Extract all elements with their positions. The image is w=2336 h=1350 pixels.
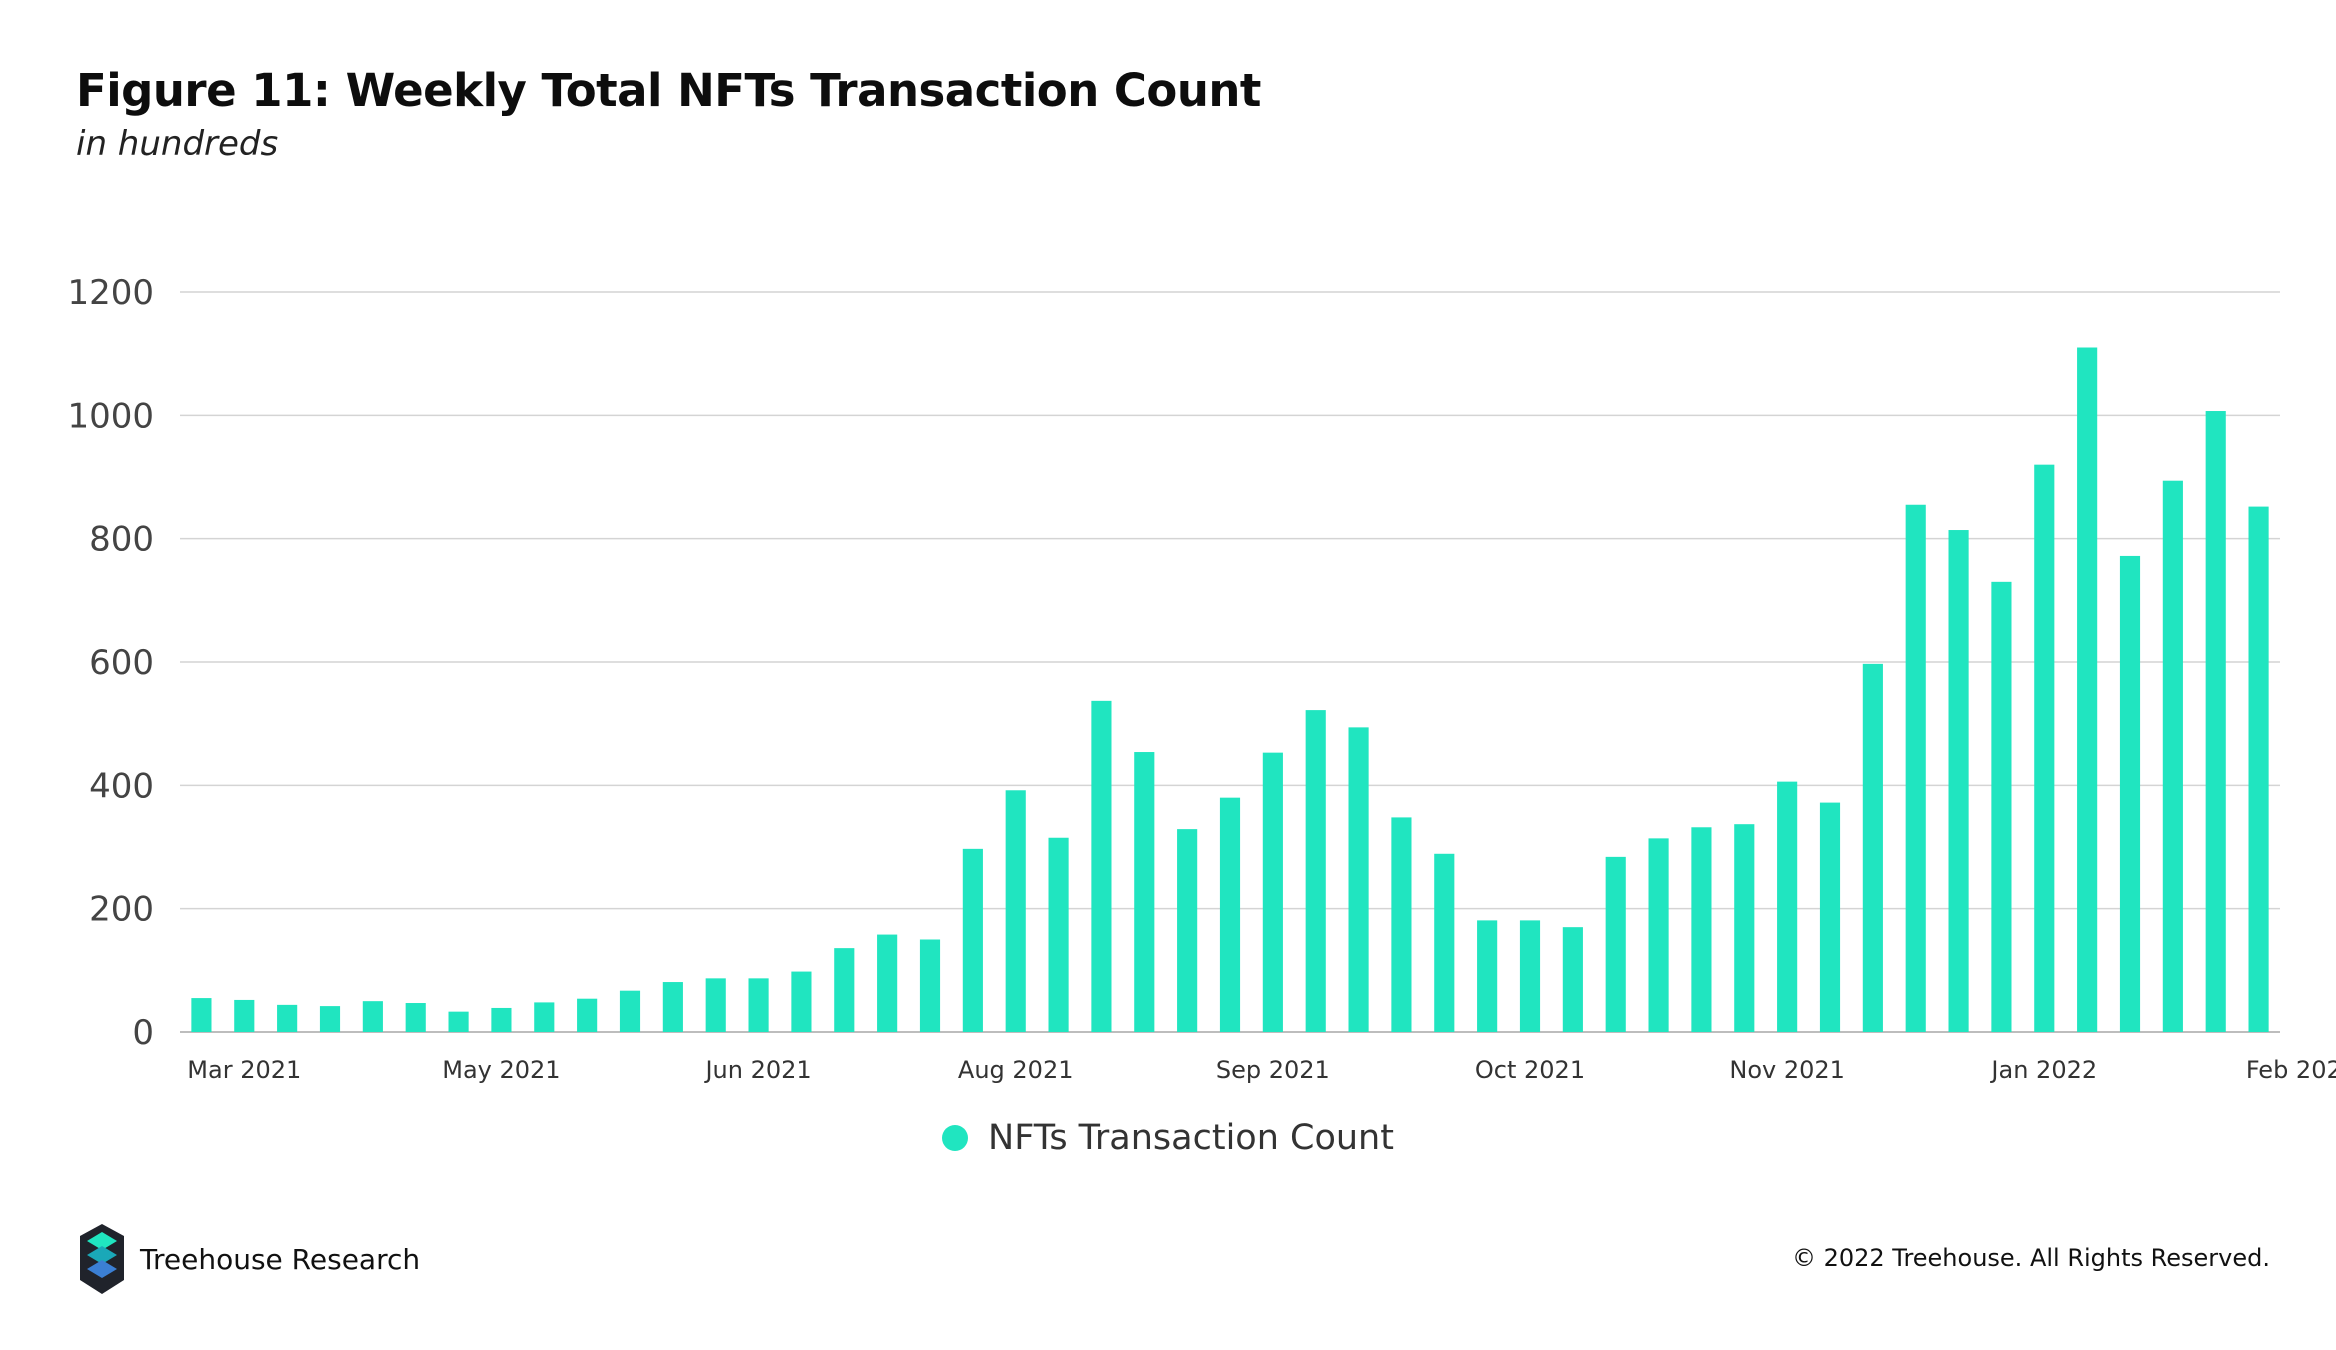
y-tick-label: 0: [132, 1013, 154, 1053]
bar: [1862, 663, 1883, 1032]
bar: [1177, 829, 1198, 1032]
bar: [1434, 853, 1455, 1032]
bar: [962, 848, 983, 1032]
x-tick-label: May 2021: [442, 1056, 560, 1084]
chart-title: Figure 11: Weekly Total NFTs Transaction…: [76, 64, 1261, 117]
bar: [1991, 581, 2012, 1032]
bar: [1519, 920, 1541, 1032]
bar: [1691, 827, 1712, 1032]
bar: [2034, 464, 2055, 1033]
bar: [1905, 504, 1926, 1032]
bar: [2077, 347, 2098, 1032]
bar-chart: 0 200 400 600 800 1000 1200 Mar 2021 May 2021 Ju…: [67, 273, 2336, 1084]
x-tick-label: Feb 2022: [2246, 1056, 2336, 1084]
x-tick-label: Mar 2021: [187, 1056, 301, 1084]
bar: [748, 978, 769, 1032]
bar: [1734, 824, 1755, 1032]
bar: [1091, 700, 1112, 1032]
bar: [2119, 555, 2141, 1032]
bar: [791, 971, 812, 1032]
brand-name: Treehouse Research: [140, 1242, 421, 1276]
bar: [2205, 411, 2226, 1032]
bar: [1005, 790, 1026, 1032]
bar: [1305, 710, 1326, 1032]
x-tick-label: Oct 2021: [1475, 1056, 1585, 1084]
bar: [662, 982, 683, 1032]
bar: [577, 998, 598, 1032]
chart-subtitle: in hundreds: [76, 124, 279, 164]
x-tick-label: Aug 2021: [958, 1056, 1074, 1084]
y-tick-label: 200: [89, 890, 154, 930]
bar: [1262, 752, 1283, 1032]
bar: [319, 1006, 341, 1032]
bar: [362, 1001, 383, 1032]
bar: [1048, 837, 1069, 1032]
legend-marker: [942, 1125, 969, 1151]
legend-label: NFTs Transaction Count: [988, 1118, 1394, 1158]
y-tick-label: 600: [89, 643, 154, 683]
bar: [2162, 480, 2183, 1032]
legend: NFTs Transaction Count: [0, 1118, 2336, 1158]
bar: [1391, 817, 1412, 1032]
bar: [1348, 727, 1369, 1032]
bar: [277, 1004, 298, 1032]
treehouse-logo-icon: [80, 1224, 124, 1294]
bar: [1777, 781, 1798, 1032]
x-tick-label: Jun 2021: [703, 1056, 811, 1084]
brand: Treehouse Research: [78, 1222, 420, 1296]
bar: [448, 1011, 469, 1032]
bar: [191, 998, 212, 1032]
bar: [1648, 838, 1669, 1032]
copyright-notice: © 2022 Treehouse. All Rights Reserved.: [1791, 1244, 2270, 1272]
y-tick-label: 400: [89, 766, 154, 806]
bar: [834, 948, 855, 1032]
bar: [877, 934, 898, 1032]
x-tick-label: Nov 2021: [1729, 1056, 1845, 1084]
bar: [234, 999, 255, 1032]
bar: [1819, 802, 1841, 1032]
bar: [1562, 927, 1583, 1032]
bar: [705, 978, 726, 1032]
bar: [1477, 920, 1498, 1032]
x-tick-label: Jan 2022: [1989, 1056, 2097, 1084]
y-tick-label: 800: [89, 520, 154, 560]
bar: [619, 990, 641, 1032]
bar: [919, 939, 941, 1032]
bar: [405, 1003, 426, 1032]
bar: [1948, 530, 1969, 1032]
x-tick-label: Sep 2021: [1216, 1056, 1330, 1084]
bar: [1134, 752, 1155, 1032]
y-axis-tick-labels: 0 200 400 600 800 1000 1200: [67, 273, 154, 1053]
y-tick-label: 1000: [67, 396, 154, 436]
bars: [191, 347, 2269, 1033]
bar: [1219, 797, 1241, 1032]
y-tick-label: 1200: [67, 273, 154, 313]
bar: [534, 1002, 555, 1032]
bar: [491, 1007, 512, 1032]
bar: [2248, 506, 2269, 1033]
bar: [1605, 856, 1626, 1032]
x-axis-tick-labels: Mar 2021 May 2021 Jun 2021 Aug 2021 Sep 2021…: [187, 1056, 2336, 1084]
